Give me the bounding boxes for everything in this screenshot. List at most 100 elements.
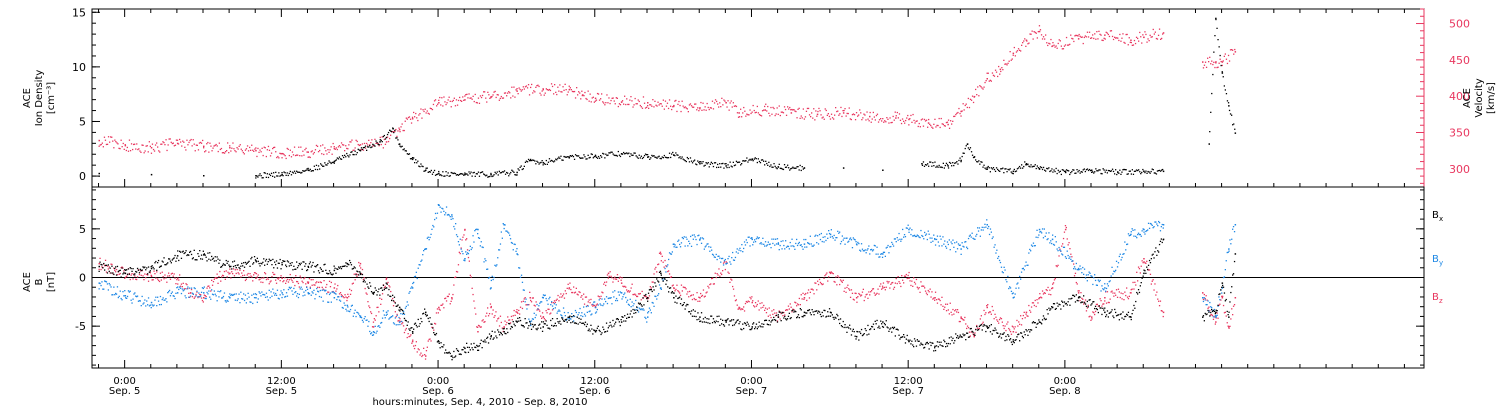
velocity-series-point <box>486 101 487 102</box>
velocity-series-point <box>646 107 647 108</box>
density-series-point <box>513 172 514 173</box>
velocity-series-point <box>647 102 649 104</box>
bx-series-point <box>150 270 151 271</box>
velocity-series-point <box>229 147 231 149</box>
velocity-series-point <box>498 94 499 95</box>
by-series-point <box>695 239 696 240</box>
by-series-point <box>1007 276 1008 277</box>
velocity-series-point <box>973 102 974 103</box>
velocity-series-point <box>1088 36 1089 37</box>
velocity-series-point <box>1121 38 1122 39</box>
velocity-series-point <box>584 92 585 93</box>
bz-series-point <box>757 304 758 305</box>
by-series-point <box>618 291 619 292</box>
velocity-series-point <box>385 144 386 145</box>
velocity-series-point <box>604 104 605 105</box>
bz-series-point <box>1163 316 1164 317</box>
velocity-series-point <box>227 142 228 143</box>
density-series-point <box>346 153 347 154</box>
bx-series-point <box>394 297 395 298</box>
bz-series-point <box>823 283 824 284</box>
bz-series-point <box>771 310 772 311</box>
by-series-point <box>744 241 745 242</box>
bz-series-point <box>1138 267 1139 268</box>
by-series-point <box>195 295 196 296</box>
bz-series-point <box>1082 299 1083 300</box>
bx-series-point <box>351 264 352 265</box>
velocity-series-point <box>537 85 538 86</box>
bz-series-point <box>983 310 984 311</box>
bz-series-point <box>876 293 877 294</box>
bx-series-point <box>462 349 463 350</box>
bz-series-point <box>578 294 579 295</box>
bx-series-point <box>185 252 186 253</box>
velocity-series-point <box>718 106 719 107</box>
bx-series-point <box>424 309 425 310</box>
by-series-point <box>625 297 626 298</box>
bz-series-point <box>1069 248 1070 249</box>
bx-series-point <box>194 250 195 251</box>
by-series-point <box>834 240 835 241</box>
by-series-point <box>887 247 888 248</box>
bz-series-point <box>153 279 154 280</box>
by-series-point <box>1045 236 1046 237</box>
by-series-point <box>291 290 292 291</box>
bz-series-point <box>105 260 106 261</box>
velocity-series-point <box>1145 34 1146 35</box>
bx-series-point <box>335 273 336 274</box>
density-series-point <box>767 165 768 166</box>
by-series-point <box>882 257 883 258</box>
density-series-point <box>1133 174 1134 175</box>
density-series-point <box>361 147 362 148</box>
by-series-point <box>561 315 562 316</box>
bz-series-point <box>1154 283 1155 284</box>
density-series-point <box>528 159 529 160</box>
by-series-point <box>112 294 113 295</box>
bz-series-point <box>886 287 887 288</box>
y-axis-label-left-line: ACE <box>22 88 33 108</box>
by-series-point <box>1040 231 1041 232</box>
bz-series-point <box>926 293 927 294</box>
velocity-series-point <box>754 110 755 111</box>
bx-series-point <box>378 289 379 290</box>
bz-series-point <box>738 307 740 309</box>
bx-series-point <box>377 291 378 292</box>
by-series-point <box>394 323 395 324</box>
bz-series-point <box>685 287 686 288</box>
by-series-point <box>1106 288 1107 289</box>
velocity-series-point <box>1219 63 1220 64</box>
by-series-point <box>752 244 753 245</box>
bz-series-point <box>997 321 998 322</box>
bz-series-point <box>654 268 655 269</box>
velocity-series-point <box>643 96 644 97</box>
bz-series-point <box>1128 298 1129 299</box>
by-series-point <box>224 292 225 293</box>
bz-series-point <box>991 314 992 315</box>
by-series-point <box>981 229 982 230</box>
bz-series-point <box>1141 266 1142 267</box>
bz-series-point <box>503 326 505 328</box>
velocity-series-point <box>405 121 406 122</box>
by-series-point <box>171 293 172 294</box>
bz-series-point <box>620 277 621 278</box>
density-series-point <box>981 162 982 163</box>
velocity-series-point <box>256 156 257 157</box>
velocity-series-point <box>205 150 206 151</box>
bz-series-point <box>256 273 257 274</box>
bz-series-point <box>392 298 393 299</box>
bz-series-point <box>680 295 681 296</box>
bz-series-point <box>833 273 834 274</box>
by-series-point <box>834 235 835 236</box>
by-series-point <box>830 234 832 236</box>
by-series-point <box>258 298 259 299</box>
bx-series-point <box>250 258 251 259</box>
velocity-series-point <box>1153 29 1154 30</box>
velocity-series-point <box>630 96 631 97</box>
by-series-point <box>557 311 558 312</box>
velocity-series-point <box>702 103 703 104</box>
bz-series-point <box>423 348 424 349</box>
bz-series-point <box>901 275 902 276</box>
bz-series-point <box>1067 238 1068 239</box>
bz-series-point <box>494 315 495 316</box>
bz-series-point <box>255 278 257 280</box>
